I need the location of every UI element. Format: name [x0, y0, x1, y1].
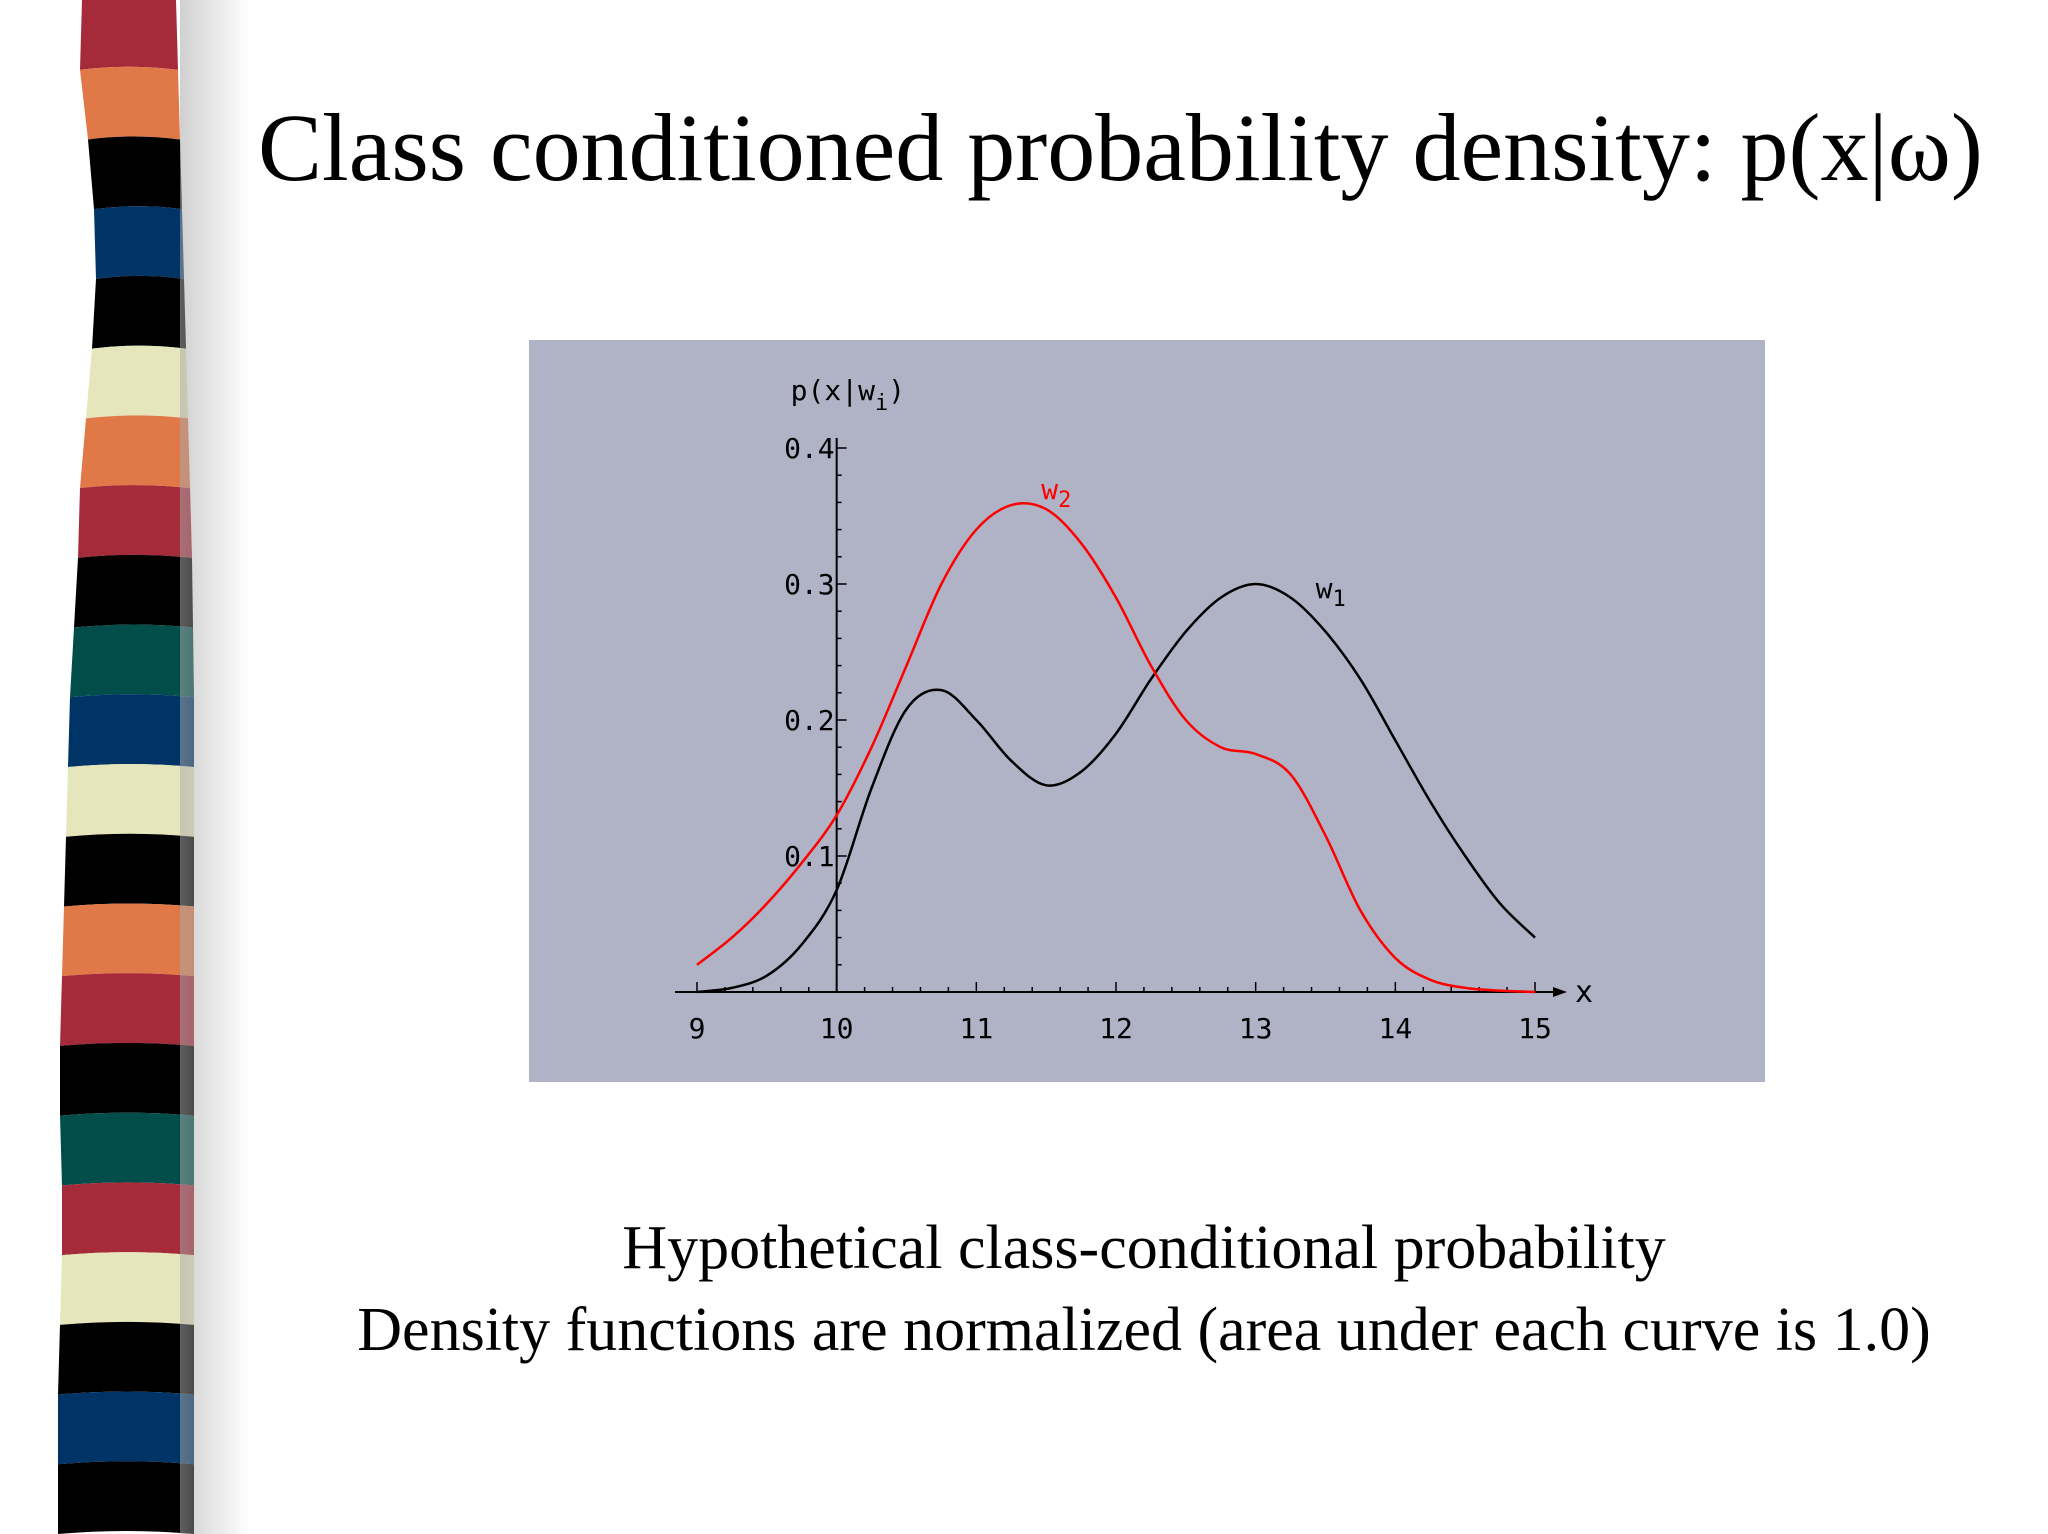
series	[696, 501, 1536, 994]
stripe-segment	[58, 1321, 194, 1395]
stripe-segment	[86, 345, 188, 419]
stripe-segment	[70, 624, 194, 698]
slide-title: Class conditioned probability density: p…	[258, 94, 1983, 201]
stripe-segment	[80, 415, 190, 489]
stripe-segment	[58, 1461, 194, 1534]
stripe-segment	[78, 485, 192, 558]
chart-panel: 9 10 11 12 13 14 15 0.1 0.2 0.3 0.4 p(x|wi) x w1 w2	[529, 340, 1765, 1082]
x-tick-label: 13	[1239, 1012, 1273, 1045]
labels: 9 10 11 12 13 14 15 0.1 0.2 0.3 0.4 p(x|wi) x w1 w2	[689, 374, 1593, 1045]
decorative-stripe-band	[58, 0, 194, 1534]
caption-line-1: Hypothetical class-conditional probabili…	[622, 1214, 1666, 1282]
y-tick-label: 0.3	[784, 568, 835, 601]
x-axis-arrow	[1553, 987, 1567, 997]
stripe-segment	[60, 1112, 194, 1186]
series-label-w2: w2	[1041, 473, 1071, 513]
stripe-segment	[80, 0, 178, 70]
stripe-segment	[64, 833, 194, 907]
caption-line-2: Density functions are normalized (area u…	[357, 1296, 1931, 1364]
series-line-w1	[696, 582, 1536, 994]
stripe-segment	[88, 136, 182, 210]
density-chart: 9 10 11 12 13 14 15 0.1 0.2 0.3 0.4 p(x|wi) x w1 w2	[675, 374, 1593, 1045]
y-axis-label: p(x|wi)	[791, 374, 905, 416]
stripe-segment	[62, 1182, 194, 1256]
x-tick-label: 15	[1518, 1012, 1552, 1045]
x-tick-label: 9	[689, 1012, 706, 1045]
x-tick-label: 10	[820, 1012, 854, 1045]
series-line-w2	[696, 501, 1536, 994]
stripe-segment	[60, 1252, 194, 1325]
stripe-segment	[60, 1042, 194, 1116]
series-label-w1: w1	[1316, 572, 1346, 612]
stripe-segment	[68, 694, 194, 767]
stripe-segment	[62, 903, 194, 977]
y-tick-label: 0.1	[784, 840, 835, 873]
stripe-shadow	[180, 0, 250, 1534]
stripe-segment	[92, 275, 186, 349]
x-axis-label: x	[1575, 975, 1593, 1010]
stripe-segment	[60, 973, 194, 1046]
x-tick-label: 11	[959, 1012, 993, 1045]
axes	[675, 438, 1567, 997]
stripe-segment	[94, 206, 184, 279]
stripe-segment	[66, 764, 194, 837]
x-tick-label: 12	[1099, 1012, 1133, 1045]
y-tick-label: 0.2	[784, 704, 835, 737]
x-tick-label: 14	[1378, 1012, 1412, 1045]
stripe-segment	[74, 554, 193, 628]
y-tick-label: 0.4	[784, 432, 835, 465]
stripe-segment	[80, 66, 180, 140]
stripe-segment	[58, 1391, 194, 1465]
